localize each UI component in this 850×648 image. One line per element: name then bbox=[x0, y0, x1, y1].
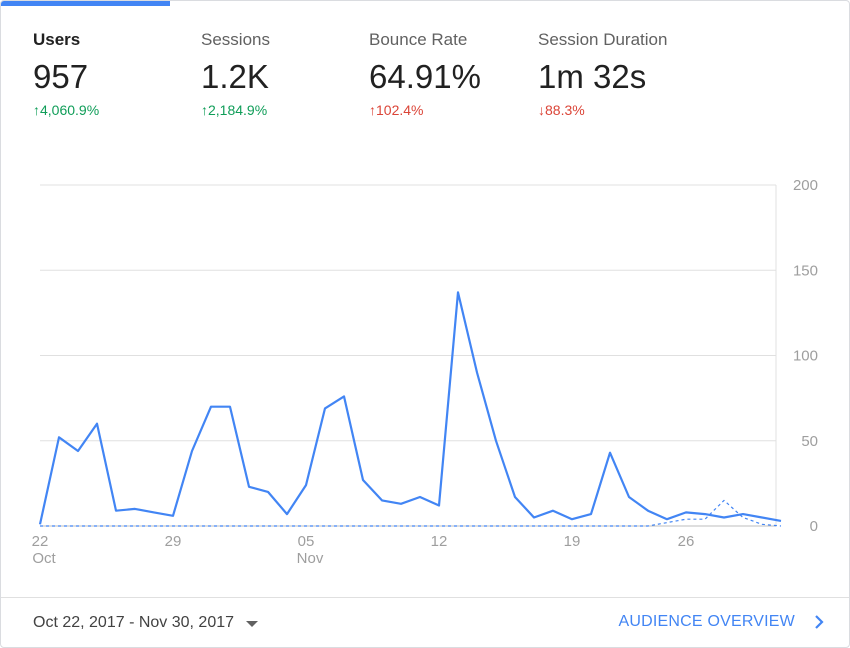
metric-value: 1m 32s bbox=[538, 58, 647, 95]
x-tick-label: 22 bbox=[32, 533, 49, 550]
users-series-line bbox=[38, 291, 782, 525]
metric-tab-sessions[interactable]: Sessions 1.2K ↑2,184.9% bbox=[201, 29, 361, 119]
metric-value: 957 bbox=[33, 58, 89, 95]
metric-tab-bounce-rate[interactable]: Bounce Rate 64.91% ↑102.4% bbox=[369, 29, 529, 119]
audience-overview-link[interactable]: AUDIENCE OVERVIEW bbox=[619, 611, 825, 633]
metric-change: ↓88.3% bbox=[538, 101, 738, 119]
y-tick-label: 200 bbox=[793, 177, 818, 194]
metric-change: ↑2,184.9% bbox=[201, 101, 361, 119]
date-range-selector[interactable]: Oct 22, 2017 - Nov 30, 2017 bbox=[33, 612, 259, 634]
x-tick-label: 29 bbox=[165, 533, 182, 550]
y-tick-label: 100 bbox=[793, 348, 818, 365]
metric-change-value: 102.4% bbox=[376, 102, 424, 118]
metrics-tabs: Users 957 ↑4,060.9% Sessions 1.2K ↑2,184… bbox=[1, 1, 849, 141]
metric-change-value: 2,184.9% bbox=[208, 102, 268, 118]
x-tick-label: 26 bbox=[678, 533, 695, 550]
metric-tab-session-duration[interactable]: Session Duration 1m 32s ↓88.3% bbox=[538, 29, 738, 119]
arrow-up-icon: ↑ bbox=[369, 102, 376, 118]
metric-change-value: 88.3% bbox=[545, 102, 585, 118]
x-tick-label: 12 bbox=[431, 533, 448, 550]
active-tab-indicator bbox=[1, 1, 170, 6]
metric-tab-users[interactable]: Users 957 ↑4,060.9% bbox=[33, 29, 193, 119]
caret-down-icon bbox=[246, 621, 259, 627]
metric-label: Users bbox=[33, 30, 81, 49]
metric-label: Sessions bbox=[201, 30, 270, 49]
x-tick-sublabel: Nov bbox=[297, 550, 324, 567]
chevron-right-icon bbox=[815, 615, 824, 629]
metric-label: Session Duration bbox=[538, 30, 668, 49]
metric-change-value: 4,060.9% bbox=[40, 102, 100, 118]
arrow-down-icon: ↓ bbox=[538, 102, 545, 118]
audience-overview-label: AUDIENCE OVERVIEW bbox=[618, 613, 795, 630]
metric-value: 64.91% bbox=[369, 58, 481, 95]
x-tick-sublabel: Oct bbox=[32, 550, 56, 567]
arrow-up-icon: ↑ bbox=[201, 102, 208, 118]
y-tick-label: 0 bbox=[810, 518, 818, 535]
y-tick-label: 50 bbox=[801, 433, 818, 450]
x-tick-label: 05 bbox=[298, 533, 315, 550]
y-tick-label: 150 bbox=[793, 262, 818, 279]
metric-label: Bounce Rate bbox=[369, 30, 468, 49]
date-range-label: Oct 22, 2017 - Nov 30, 2017 bbox=[33, 614, 235, 631]
comparison-series-line bbox=[40, 499, 782, 527]
metric-value: 1.2K bbox=[201, 58, 269, 95]
x-tick-label: 19 bbox=[564, 533, 581, 550]
card-footer: Oct 22, 2017 - Nov 30, 2017 AUDIENCE OVE… bbox=[1, 598, 849, 647]
metric-change: ↑102.4% bbox=[369, 101, 529, 119]
metric-change: ↑4,060.9% bbox=[33, 101, 193, 119]
footer-divider bbox=[1, 597, 849, 598]
arrow-up-icon: ↑ bbox=[33, 102, 40, 118]
